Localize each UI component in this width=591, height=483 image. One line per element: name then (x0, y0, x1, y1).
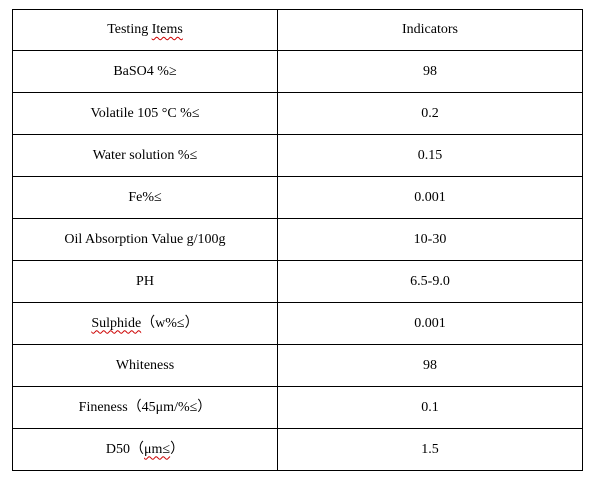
testing-item-cell: BaSO4 %≥ (12, 50, 278, 93)
item-text: Oil Absorption Value g/100g (64, 231, 226, 247)
indicator-cell: 0.2 (277, 92, 583, 135)
table-row: Fineness（45μm/%≤） 0.1 (12, 386, 583, 429)
table-row: PH 6.5-9.0 (12, 260, 583, 303)
table-row: Water solution %≤ 0.15 (12, 134, 583, 177)
item-text: ） (170, 441, 185, 457)
indicator-cell: 6.5-9.0 (277, 260, 583, 303)
table-row: Whiteness 98 (12, 344, 583, 387)
table-row: D50（μm≤） 1.5 (12, 428, 583, 471)
item-text: Fineness（45μm/%≤） (78, 399, 212, 415)
table-row: Sulphide（w%≤） 0.001 (12, 302, 583, 345)
table-row: Fe%≤ 0.001 (12, 176, 583, 219)
table-row: Oil Absorption Value g/100g 10-30 (12, 218, 583, 261)
item-text: （w%≤） (141, 315, 199, 331)
header-indicators: Indicators (277, 9, 583, 51)
testing-item-cell: Sulphide（w%≤） (12, 302, 278, 345)
testing-item-cell: D50（μm≤） (12, 428, 278, 471)
testing-item-cell: Whiteness (12, 344, 278, 387)
testing-item-cell: Water solution %≤ (12, 134, 278, 177)
indicator-cell: 0.1 (277, 386, 583, 429)
specification-table: Testing Items Indicators BaSO4 %≥ 98 Vol… (12, 9, 583, 471)
testing-item-cell: Fineness（45μm/%≤） (12, 386, 278, 429)
testing-item-cell: Oil Absorption Value g/100g (12, 218, 278, 261)
testing-item-cell: PH (12, 260, 278, 303)
header-item-underlined: Items (151, 22, 183, 37)
item-underlined: μm≤ (144, 441, 171, 457)
table-row: Volatile 105 °C %≤ 0.2 (12, 92, 583, 135)
indicator-cell: 0.001 (277, 302, 583, 345)
header-item-prefix: Testing (107, 22, 152, 37)
indicator-cell: 0.001 (277, 176, 583, 219)
item-text: BaSO4 %≥ (113, 63, 177, 79)
item-text: Volatile 105 °C %≤ (90, 105, 200, 121)
item-text: Fe%≤ (128, 189, 162, 205)
table-row: BaSO4 %≥ 98 (12, 50, 583, 93)
indicator-cell: 98 (277, 344, 583, 387)
item-text: Water solution %≤ (92, 147, 198, 163)
table-header-row: Testing Items Indicators (12, 9, 583, 51)
item-text: Whiteness (115, 357, 175, 373)
indicator-cell: 0.15 (277, 134, 583, 177)
indicator-cell: 98 (277, 50, 583, 93)
indicator-cell: 10-30 (277, 218, 583, 261)
testing-item-cell: Volatile 105 °C %≤ (12, 92, 278, 135)
item-underlined: Sulphide (91, 315, 142, 331)
testing-item-cell: Fe%≤ (12, 176, 278, 219)
item-text: PH (136, 273, 154, 289)
indicator-cell: 1.5 (277, 428, 583, 471)
item-prefix: D50（ (105, 441, 145, 457)
header-testing-items: Testing Items (12, 9, 278, 51)
